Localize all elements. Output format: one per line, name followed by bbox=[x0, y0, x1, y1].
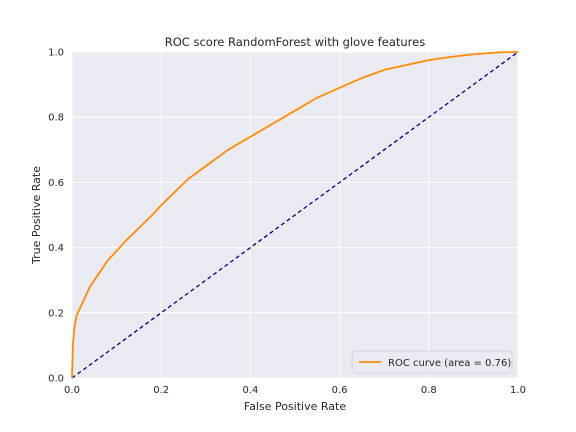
roc-curve-line bbox=[71, 51, 518, 379]
diagonal-reference-line bbox=[71, 51, 519, 379]
legend-label: ROC curve (area = 0.76) bbox=[388, 358, 511, 369]
x-tick-label: 0.6 bbox=[332, 385, 348, 396]
y-tick-label: 1.0 bbox=[48, 48, 64, 59]
y-tick-label: 0.2 bbox=[48, 308, 64, 319]
legend: ROC curve (area = 0.76) bbox=[351, 350, 513, 374]
x-tick-label: 0.8 bbox=[421, 385, 437, 396]
y-tick-label: 0.8 bbox=[48, 113, 64, 124]
x-tick-label: 0.2 bbox=[153, 385, 169, 396]
x-tick-label: 0.0 bbox=[64, 385, 80, 396]
y-tick-label: 0.6 bbox=[48, 178, 64, 189]
tick-labels: 0.0 0.2 0.4 0.6 0.8 1.0 0.0 0.2 0.4 0.6 0.8 1.0 bbox=[48, 48, 526, 397]
x-axis-label: False Positive Rate bbox=[244, 400, 346, 413]
y-axis-label: True Positive Rate bbox=[30, 166, 43, 265]
x-tick-label: 1.0 bbox=[510, 385, 526, 396]
legend-box bbox=[351, 350, 513, 374]
chart-title: ROC score RandomForest with glove featur… bbox=[165, 35, 425, 49]
series-layer bbox=[71, 51, 519, 379]
y-tick-label: 0.4 bbox=[48, 243, 64, 254]
y-tick-label: 0.0 bbox=[48, 374, 64, 385]
x-tick-label: 0.4 bbox=[242, 385, 258, 396]
grid bbox=[71, 51, 519, 379]
